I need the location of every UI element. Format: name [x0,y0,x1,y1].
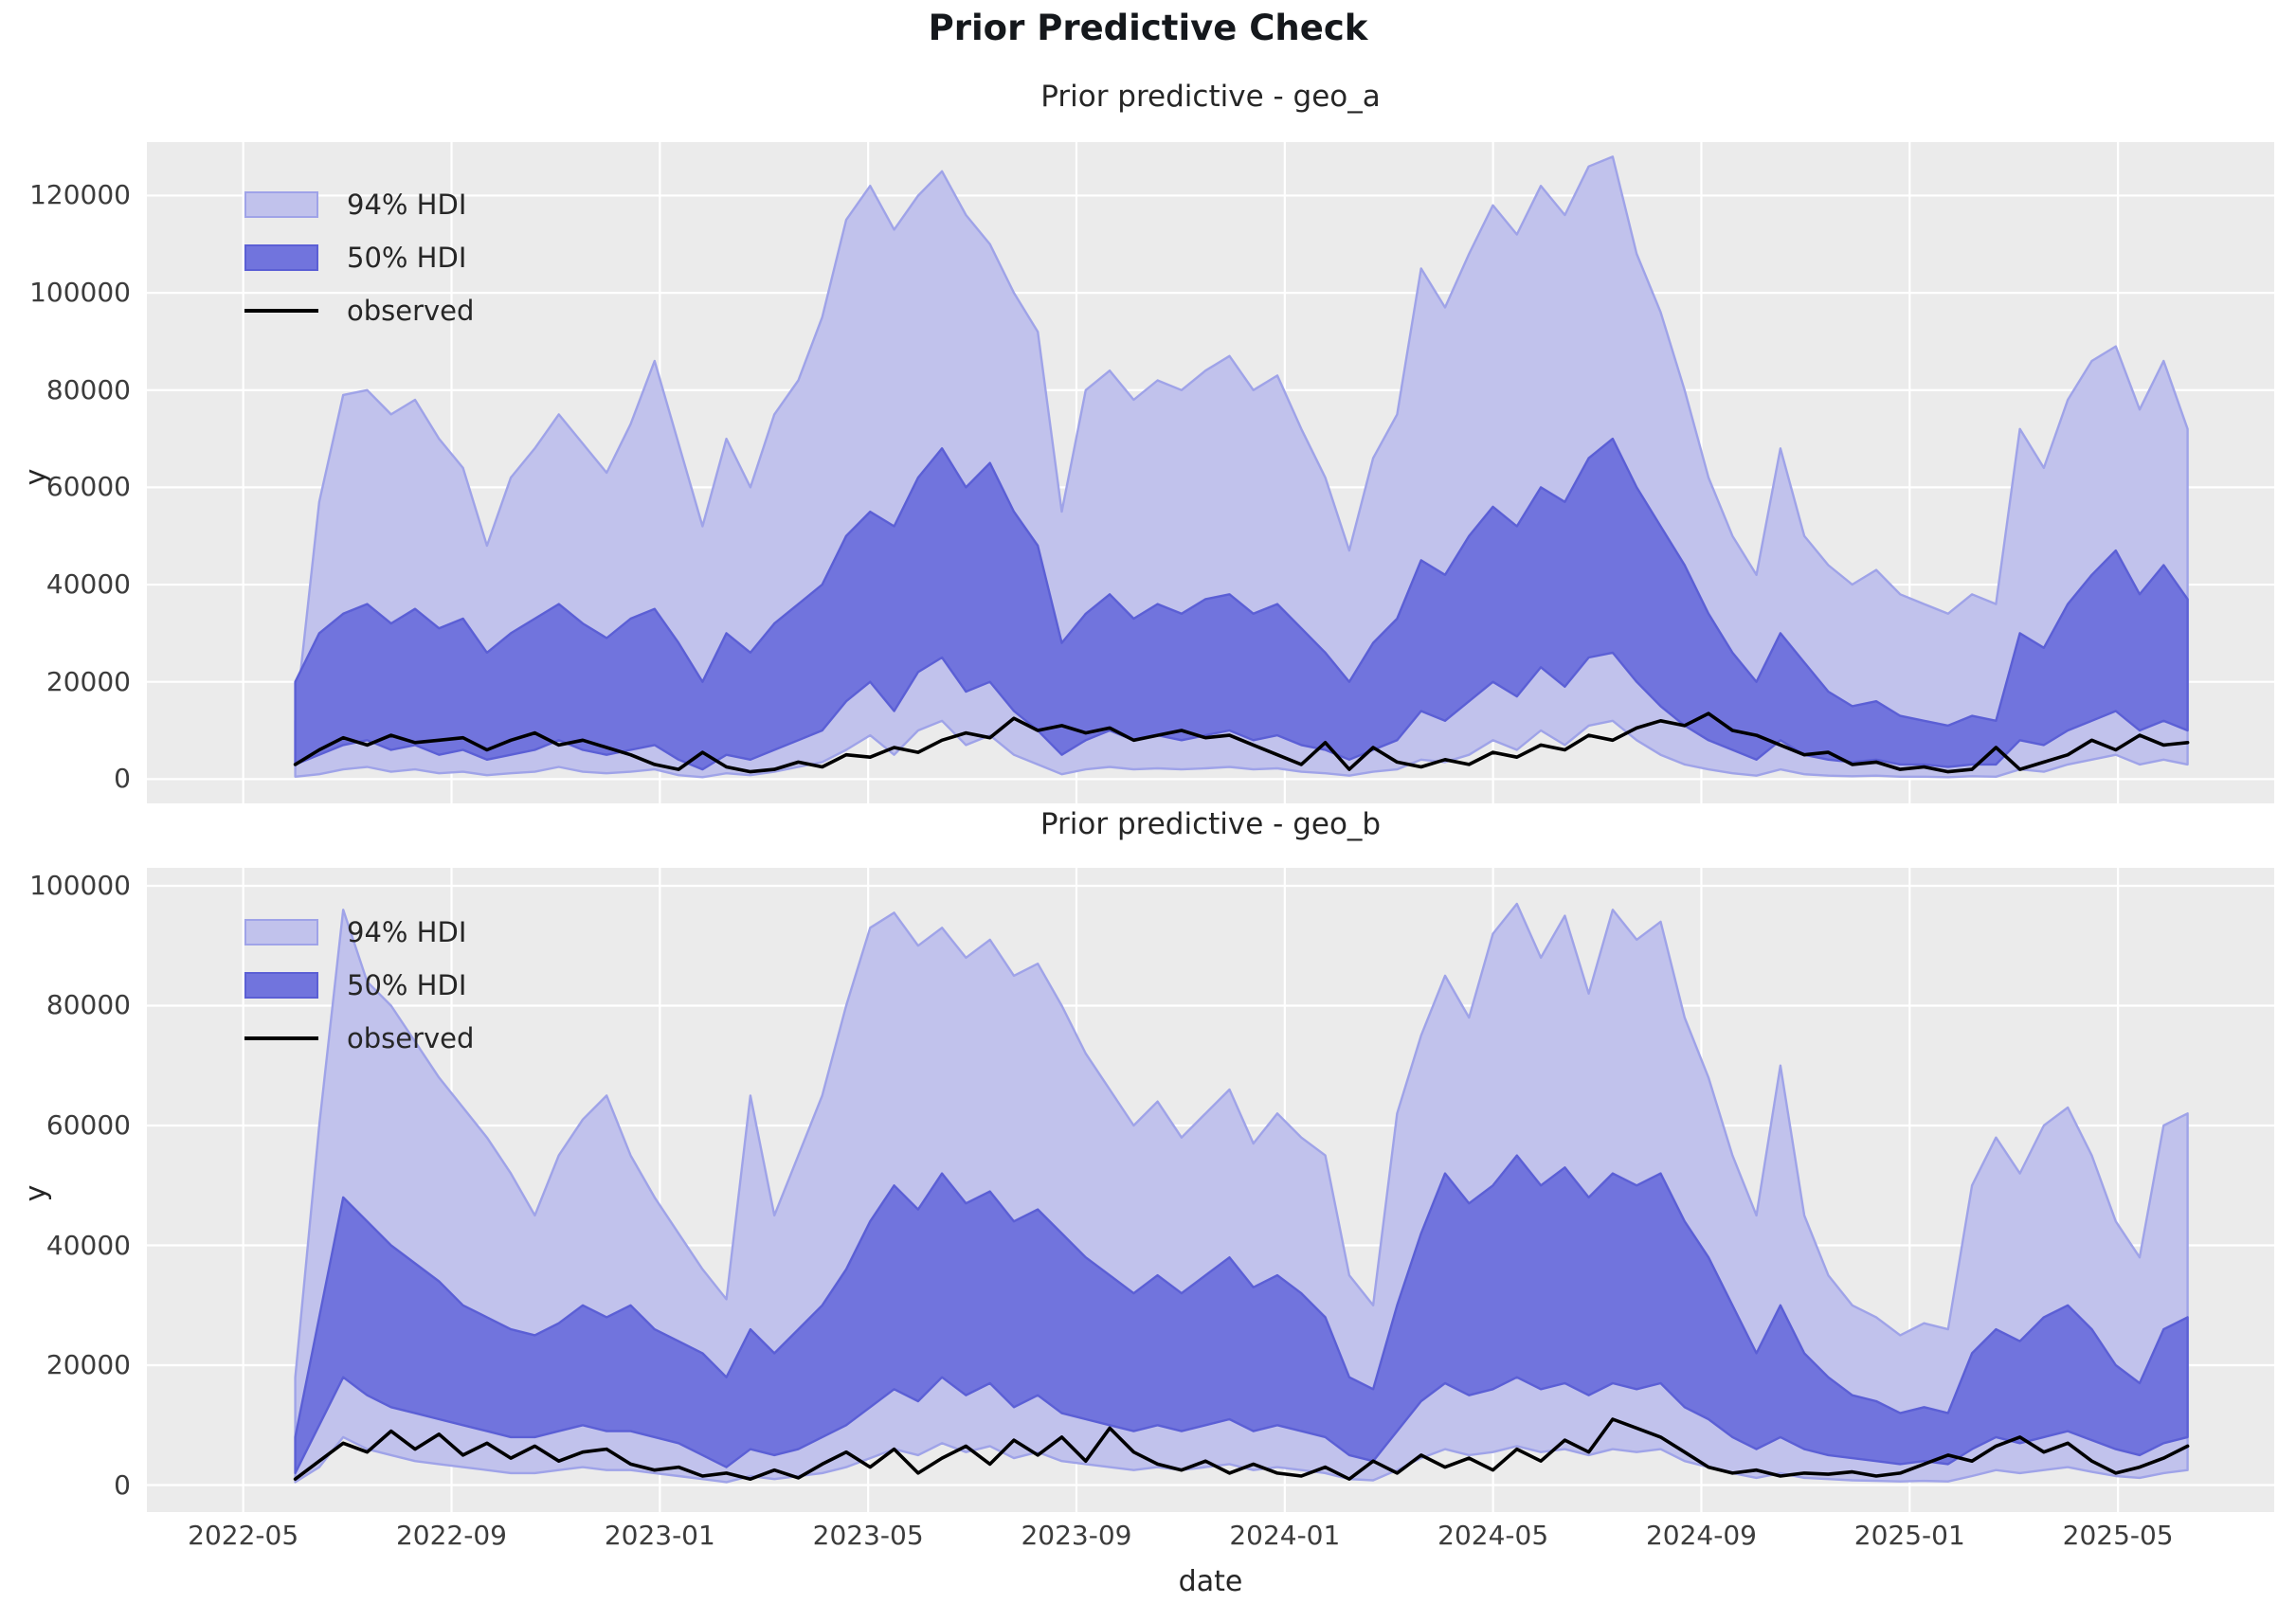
subplot-title-geo-b: Prior predictive - geo_b [1040,807,1382,841]
x-tick-label: 2023-05 [812,1520,924,1551]
observed-line-swatch [244,309,318,313]
legend-label: 94% HDI [347,916,467,948]
figure-title: Prior Predictive Check [928,8,1368,48]
hdi50-band [294,437,2189,771]
legend-item-50-hdi: 50% HDI [244,231,474,284]
y-tick-label: 80000 [45,373,131,405]
observed-line [293,711,2190,774]
y-tick-label: 40000 [45,568,131,601]
legend-label: observed [347,295,475,327]
x-tick-label: 2023-01 [604,1520,715,1551]
plot-geo-b [147,868,2274,1512]
y-tick-label: 20000 [45,665,131,697]
legend-item-50-hdi: 50% HDI [244,959,474,1012]
y-tick-label: 60000 [45,1109,131,1141]
hdi50-swatch [244,972,318,999]
legend-item-observed: observed [244,284,474,337]
subplot-title-geo-a: Prior predictive - geo_a [1040,80,1381,114]
x-tick-label: 2024-01 [1229,1520,1341,1551]
y-tick-label: 60000 [45,471,131,503]
plot-geo-a [147,142,2274,803]
x-tick-label: 2022-05 [188,1520,299,1551]
y-tick-label: 20000 [45,1349,131,1381]
y-tick-label: 120000 [29,179,131,211]
x-tick-label: 2022-09 [395,1520,507,1551]
hdi94-swatch [244,919,318,946]
x-axis-label: date [1178,1565,1243,1598]
observed-line [293,1417,2190,1482]
legend-item-94-hdi: 94% HDI [244,178,474,231]
y-tick-label: 100000 [29,869,131,901]
y-tick-label: 100000 [29,277,131,309]
legend-item-94-hdi: 94% HDI [244,906,474,959]
legend-label: 50% HDI [347,242,467,274]
x-tick-label: 2024-09 [1645,1520,1757,1551]
hdi94-swatch [244,191,318,218]
legend-label: observed [347,1022,475,1054]
legend-label: 94% HDI [347,189,467,221]
x-tick-label: 2025-05 [2062,1520,2174,1551]
x-tick-label: 2025-01 [1853,1520,1965,1551]
y-tick-label: 0 [114,763,131,795]
x-tick-label: 2024-05 [1437,1520,1549,1551]
y-tick-label: 80000 [45,989,131,1021]
hdi50-swatch [244,244,318,271]
hdi50-band [294,1154,2189,1475]
legend-item-observed: observed [244,1012,474,1065]
x-tick-label: 2023-09 [1021,1520,1132,1551]
legend-geo-b: 94% HDI 50% HDI observed [244,906,474,1065]
legend-geo-a: 94% HDI 50% HDI observed [244,178,474,337]
y-tick-label: 40000 [45,1229,131,1261]
legend-label: 50% HDI [347,969,467,1001]
y-tick-label: 0 [114,1468,131,1501]
observed-line-swatch [244,1036,318,1040]
